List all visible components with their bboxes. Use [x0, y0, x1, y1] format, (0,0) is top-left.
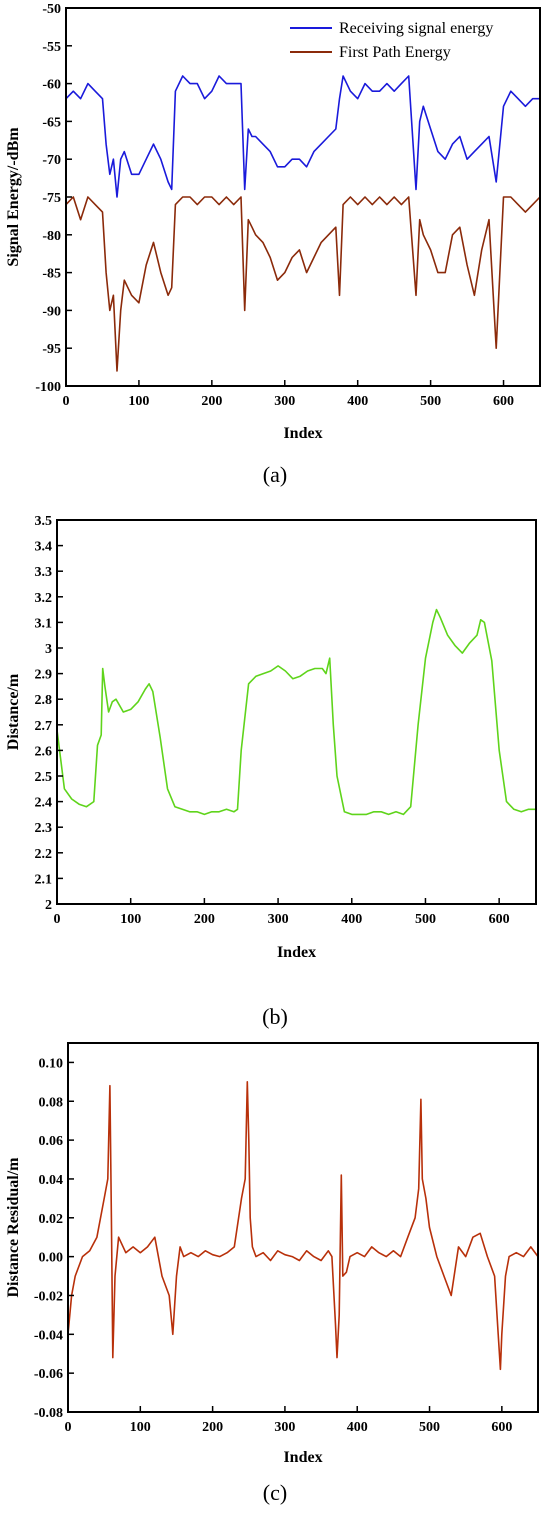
y-tick-label: -80 — [42, 229, 61, 244]
x-tick-label: 600 — [493, 394, 514, 409]
x-tick-label: 500 — [420, 394, 441, 409]
x-tick-label: 400 — [347, 394, 368, 409]
y-tick-label: -0.02 — [34, 1289, 63, 1304]
x-tick-label: 200 — [201, 394, 222, 409]
series-line-panel-c — [67, 1081, 539, 1371]
y-tick-label: -90 — [42, 304, 61, 319]
y-axis-label: Distance/m — [5, 673, 22, 750]
x-tick-label: 0 — [54, 912, 61, 927]
y-tick-label: -50 — [42, 2, 61, 17]
plot-frame — [65, 7, 541, 387]
y-tick-label: -75 — [42, 191, 61, 206]
y-tick-label: 0.02 — [39, 1212, 64, 1227]
x-tick-label: 0 — [63, 394, 70, 409]
y-tick-label: 0.06 — [39, 1134, 64, 1149]
x-axis-label: Index — [283, 425, 322, 442]
y-tick-label: -85 — [42, 267, 61, 282]
series-line-receiving-signal-energy — [65, 75, 540, 198]
y-axis-label: Distance Residual/m — [5, 1157, 22, 1298]
chart-panel-a: 0 100 200 300 400 500 600 -100 -95 -90 -85 -80 -75 -7… — [5, 2, 541, 487]
x-axis-label: Index — [283, 1449, 322, 1466]
y-tick-label: -60 — [42, 78, 61, 93]
y-tick-label: 2.3 — [35, 821, 53, 836]
y-tick-label: 0.00 — [39, 1251, 64, 1266]
legend-label: First Path Energy — [339, 44, 451, 61]
x-tick-label: 500 — [415, 912, 436, 927]
y-tick-label: 0.04 — [39, 1173, 64, 1188]
y-axis-label: Signal Energy/-dBm — [5, 127, 22, 267]
x-tick-label: 200 — [194, 912, 215, 927]
x-tick-label: 600 — [491, 1420, 512, 1435]
x-tick-label: 300 — [274, 1420, 295, 1435]
x-tick-label: 100 — [130, 1420, 151, 1435]
series-line-first-path-energy — [65, 196, 541, 372]
y-tick-label: 3.3 — [35, 565, 53, 580]
y-tick-label: -95 — [42, 342, 61, 357]
y-tick-label: -0.06 — [34, 1367, 63, 1382]
y-tick-label: 3.4 — [35, 540, 53, 555]
x-tick-label: 500 — [419, 1420, 440, 1435]
x-tick-label: 300 — [268, 912, 289, 927]
panel-label: (c) — [263, 1480, 287, 1505]
y-tick-label: -55 — [42, 40, 61, 55]
y-tick-label: -70 — [42, 153, 61, 168]
y-tick-label: -0.08 — [34, 1406, 63, 1421]
panel-label: (a) — [263, 462, 287, 487]
series-line-panel-b — [56, 608, 536, 816]
plot-frame — [67, 1042, 539, 1413]
y-tick-label: 3.1 — [35, 616, 53, 631]
y-tick-label: 0.10 — [39, 1056, 64, 1071]
y-tick-label: 3.5 — [35, 514, 53, 529]
y-tick-label: -0.04 — [34, 1328, 63, 1343]
legend-label: Receiving signal energy — [339, 20, 493, 37]
y-tick-label: 2 — [45, 898, 52, 913]
y-tick-label: 2.4 — [35, 796, 53, 811]
x-tick-label: 0 — [65, 1420, 72, 1435]
x-tick-label: 600 — [489, 912, 510, 927]
chart-panel-b: 0 100 200 300 400 500 600 2 2.1 2.2 2.3 2.4 2.5 2.6 2.… — [5, 514, 537, 1029]
chart-panel-c: 0 100 200 300 400 500 600 -0.08 -0.06 -0.04 -0.02 0… — [5, 1042, 539, 1505]
y-tick-label: 2.1 — [35, 872, 53, 887]
y-tick-label: 0.08 — [39, 1095, 64, 1110]
x-tick-label: 100 — [120, 912, 141, 927]
y-tick-label: 2.7 — [35, 719, 53, 734]
y-tick-label: 2.6 — [35, 744, 53, 759]
x-tick-label: 200 — [202, 1420, 223, 1435]
x-tick-label: 400 — [341, 912, 362, 927]
y-tick-label: -65 — [42, 115, 61, 130]
y-tick-label: 2.5 — [35, 770, 53, 785]
x-tick-label: 100 — [128, 394, 149, 409]
x-axis-label: Index — [277, 944, 316, 961]
y-tick-label: -100 — [35, 380, 61, 395]
y-tick-label: 3.2 — [35, 591, 53, 606]
y-tick-label: 2.9 — [35, 668, 53, 683]
y-tick-label: 2.2 — [35, 847, 53, 862]
x-tick-label: 400 — [347, 1420, 368, 1435]
y-tick-label: 3 — [45, 642, 52, 657]
panel-label: (b) — [262, 1004, 288, 1029]
y-tick-label: 2.8 — [35, 693, 53, 708]
x-tick-label: 300 — [274, 394, 295, 409]
plot-frame — [56, 519, 537, 905]
